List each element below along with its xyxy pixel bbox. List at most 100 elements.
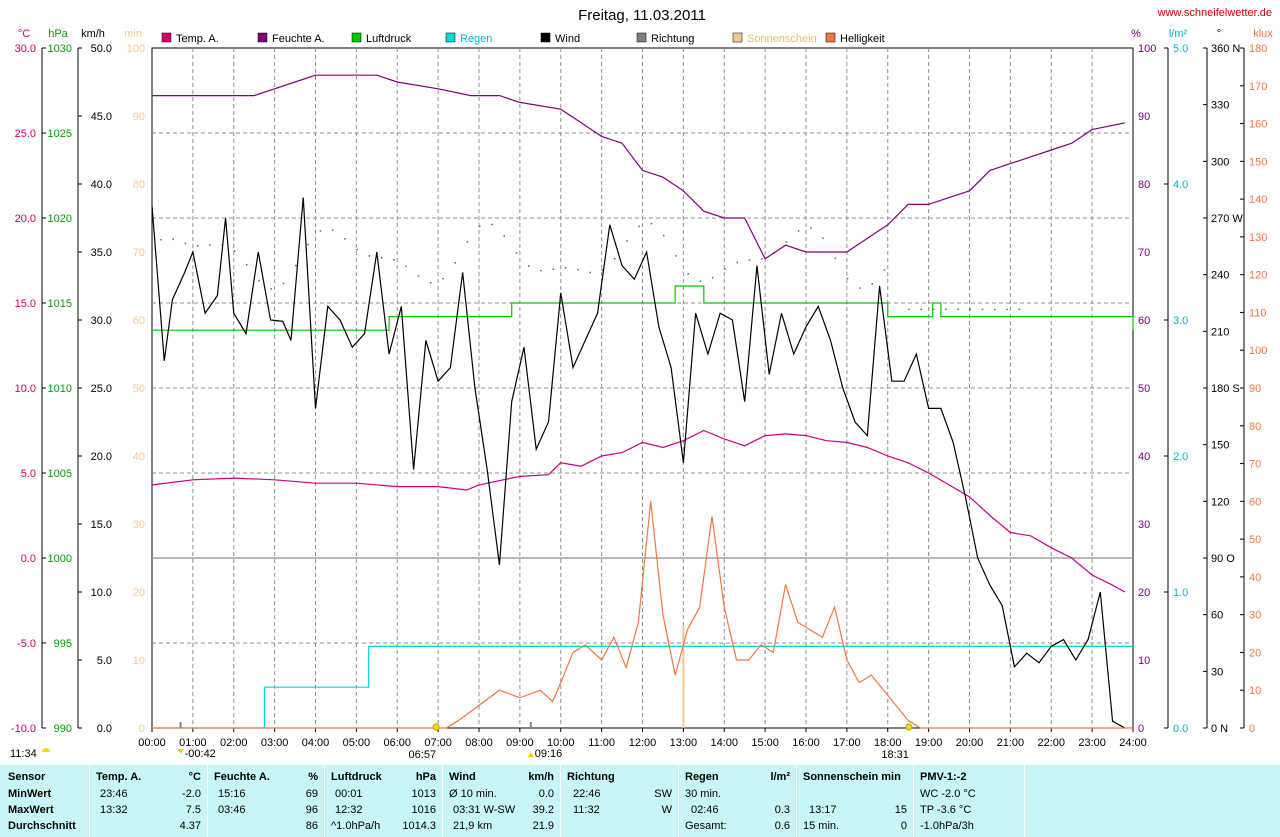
wind-axis-tick: 30.0 (91, 315, 112, 327)
direction-axis-tick: 270 W (1211, 213, 1243, 225)
wind-axis-tick: 5.0 (97, 655, 112, 667)
direction-dot (822, 237, 824, 240)
direction-axis-tick: 30 (1211, 666, 1223, 678)
dir-min-value: SW (654, 788, 672, 800)
direction-axis-tick: 330 (1211, 100, 1229, 112)
stats-col-pressure: Luftdruck hPa 00:01 1013 12:32 1016 ^1.0… (324, 765, 442, 837)
lux-axis-tick: 160 (1249, 119, 1267, 131)
humidity-axis-tick: 100 (1138, 43, 1156, 55)
series-luftdruck (152, 285, 1134, 331)
temp-axis-tick: -5.0 (17, 638, 36, 650)
unit-wind: km/h (81, 28, 105, 40)
stats-col-empty (1024, 765, 1280, 837)
plot-series (151, 74, 1134, 729)
unit-sun: min (124, 28, 142, 40)
direction-dot (932, 308, 935, 311)
press-min-value: 1013 (411, 788, 436, 800)
temp-axis-tick: 25.0 (15, 128, 36, 140)
humidity-axis-tick: 20 (1138, 587, 1150, 599)
wind-axis-tick: 10.0 (91, 587, 112, 599)
x-tick-label: 16:00 (792, 737, 820, 749)
rain-axis-tick: 3.0 (1173, 315, 1188, 327)
sun-axis-tick: 20 (133, 587, 145, 599)
hum-max-value: 96 (305, 804, 318, 816)
legend-swatch-0 (161, 32, 172, 43)
direction-dot (380, 257, 383, 259)
direction-dot (282, 282, 285, 285)
direction-dot (429, 281, 432, 284)
lux-axis-tick: 80 (1249, 421, 1261, 433)
direction-dot (344, 238, 346, 240)
x-tick-label: 05:00 (343, 737, 371, 749)
series-feuchte-a- (152, 74, 1125, 260)
direction-dot (1018, 308, 1021, 311)
pressure-axis-tick: 1005 (48, 468, 72, 480)
x-tick-label: 03:00 (261, 737, 289, 749)
temp-axis-tick: 20.0 (15, 213, 36, 225)
press-avg-value: 1014.3 (402, 820, 436, 832)
wind-min-value: 0.0 (538, 788, 554, 800)
lux-axis-tick: 170 (1249, 81, 1267, 93)
lux-axis-tick: 110 (1249, 307, 1267, 319)
moonset-icon (177, 749, 184, 754)
direction-dot (577, 268, 579, 271)
direction-dot (797, 230, 800, 232)
direction-dot (761, 258, 763, 260)
lux-axis-tick: 20 (1249, 647, 1261, 659)
direction-dot (883, 269, 886, 271)
series-wind (151, 197, 1126, 729)
legend-label-2: Luftdruck (366, 33, 412, 45)
unit-direction: ° (1217, 28, 1221, 40)
lux-axis-tick: 0 (1249, 723, 1255, 735)
direction-dot (295, 264, 297, 267)
direction-dot (687, 273, 689, 275)
direction-dot (908, 308, 910, 311)
sun-axis-tick: 70 (133, 247, 145, 259)
x-tick-label: 09:00 (506, 737, 534, 749)
direction-axis-tick: 300 (1211, 156, 1229, 168)
legend-swatch-2 (351, 32, 362, 43)
wind-axis-tick: 35.0 (91, 247, 112, 259)
direction-dot (160, 238, 162, 241)
moonrise-label: 09:16 (535, 748, 563, 760)
humidity-axis-tick: 50 (1138, 383, 1150, 395)
direction-dot (589, 271, 591, 274)
moon-time-label: 11:34 (10, 748, 37, 760)
direction-dot (454, 262, 456, 264)
press-max-time: 12:32 (335, 804, 363, 816)
legend-swatch-1 (257, 32, 268, 43)
direction-dot (626, 240, 628, 242)
direction-axis-tick: 120 (1211, 496, 1229, 508)
x-tick-label: 13:00 (670, 737, 698, 749)
stats-header-pmv: PMV-1:-2 (920, 771, 967, 783)
stats-unit-pressure: hPa (415, 771, 436, 783)
rain-interval: 30 min. (685, 788, 722, 800)
rain-total-value: 0.6 (774, 820, 790, 832)
sunset-label: 18:31 (881, 749, 909, 761)
direction-dot (356, 248, 358, 251)
x-tick-label: 15:00 (751, 737, 779, 749)
stats-header-temp: Temp. A. (96, 771, 142, 783)
stats-col-humidity: Feuchte A. % 15:16 69 03:46 96 86 (207, 765, 324, 837)
wind-axis-tick: 45.0 (91, 111, 112, 123)
stats-header-sunshine: Sonnenschein min (803, 771, 901, 783)
sun-max-time: 13:17 (809, 804, 837, 816)
direction-dot (503, 235, 506, 237)
temp-axis-tick: 10.0 (15, 383, 36, 395)
lux-axis-tick: 40 (1249, 572, 1261, 584)
stats-header-rain: Regen (685, 771, 719, 783)
hum-max-time: 03:46 (218, 804, 246, 816)
dir-min-time: 22:46 (573, 788, 601, 800)
direction-dot (552, 268, 555, 270)
direction-dot (393, 259, 395, 261)
x-tick-label: 06:00 (383, 737, 411, 749)
direction-dot (711, 276, 714, 279)
direction-dot (994, 308, 996, 311)
stats-col-direction: Richtung 22:46 SW 11:32 W (560, 765, 678, 837)
stats-col-pmv: PMV-1:-2 WC -2.0 °C TP -3.6 °C -1.0hPa/3… (913, 765, 1024, 837)
weather-chart: Freitag, 11.03.2011 www.schneifelwetter.… (10, 7, 1273, 761)
direction-axis-tick: 210 (1211, 326, 1229, 338)
temp-avg-value: 4.37 (179, 820, 201, 832)
direction-dot (564, 267, 567, 269)
pmv-pressure-trend: -1.0hPa/3h (920, 820, 974, 832)
